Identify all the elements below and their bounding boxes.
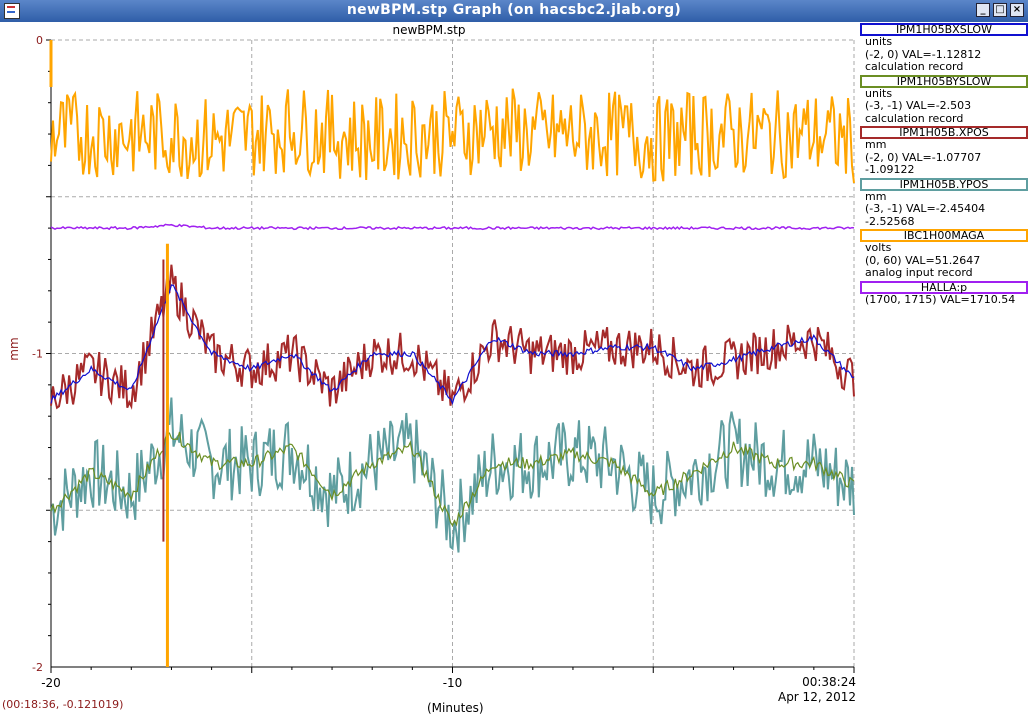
- plot-title: newBPM.stp: [392, 23, 466, 37]
- maximize-icon[interactable]: □: [993, 3, 1007, 17]
- series-line-ipm1h05byslow: [50, 431, 855, 527]
- legend-detail: (-2, 0) VAL=-1.12812: [865, 47, 982, 61]
- close-icon[interactable]: ×: [1010, 3, 1024, 17]
- series-line-ipm1h05bxslow: [50, 284, 855, 405]
- legend-detail: units: [865, 86, 893, 100]
- y-tick-label: 0: [36, 34, 43, 47]
- legend-detail: units: [865, 35, 893, 48]
- series-line-ibc1h00maga: [50, 88, 855, 184]
- legend-detail: (0, 60) VAL=51.2647: [865, 253, 981, 267]
- legend-item-1[interactable]: IPM1H05BYSLOW: [860, 74, 1028, 88]
- time-stamp-block: 00:38:24 Apr 12, 2012: [778, 675, 856, 705]
- minimize-icon[interactable]: _: [976, 3, 990, 17]
- y-tick-label: -2: [32, 661, 43, 674]
- legend-item-5[interactable]: HALLA:p: [860, 280, 1028, 294]
- legend-detail: analog input record: [865, 266, 973, 279]
- legend-item-3[interactable]: IPM1H05B.YPOS: [860, 177, 1028, 191]
- x-tick-label: -10: [443, 676, 463, 690]
- window-title: newBPM.stp Graph (on hacsbc2.jlab.org): [346, 2, 682, 18]
- current-date: Apr 12, 2012: [777, 690, 856, 704]
- legend-item-4[interactable]: IBC1H00MAGA: [860, 229, 1028, 242]
- legend-detail: (-3, -1) VAL=-2.45404: [865, 202, 986, 215]
- legend-detail: -1.09122: [865, 163, 915, 176]
- app-icon[interactable]: [4, 3, 20, 19]
- legend-detail: mm: [865, 189, 887, 203]
- legend-detail: volts: [865, 241, 892, 254]
- legend-detail: (1700, 1715) VAL=1710.54: [865, 292, 1016, 306]
- legend-detail: (-3, -1) VAL=-2.503: [865, 99, 972, 112]
- legend-detail: (-2, 0) VAL=-1.07707: [865, 150, 982, 164]
- legend-detail: calculation record: [865, 111, 964, 125]
- x-axis-label: (Minutes): [427, 701, 484, 715]
- series-line-ipm1h05b-xpos: [50, 264, 855, 410]
- cursor-readout: (00:18:36, -0.121019): [2, 698, 124, 711]
- legend-panel: IPM1H05BXSLOW units (-2, 0) VAL=-1.12812 ca…: [860, 22, 1028, 306]
- current-time: 00:38:24: [802, 675, 856, 689]
- window-titlebar: newBPM.stp Graph (on hacsbc2.jlab.org) _…: [0, 0, 1028, 22]
- legend-detail: mm: [865, 138, 887, 151]
- legend-detail: calculation record: [865, 60, 964, 73]
- series-line-halla-p: [50, 223, 855, 231]
- x-tick-label: -20: [41, 676, 61, 690]
- y-tick-label: -1: [32, 348, 43, 361]
- legend-detail: -2.52568: [865, 214, 915, 228]
- legend-item-2[interactable]: IPM1H05B.XPOS: [860, 126, 1028, 139]
- legend-item-0[interactable]: IPM1H05BXSLOW: [860, 23, 1028, 36]
